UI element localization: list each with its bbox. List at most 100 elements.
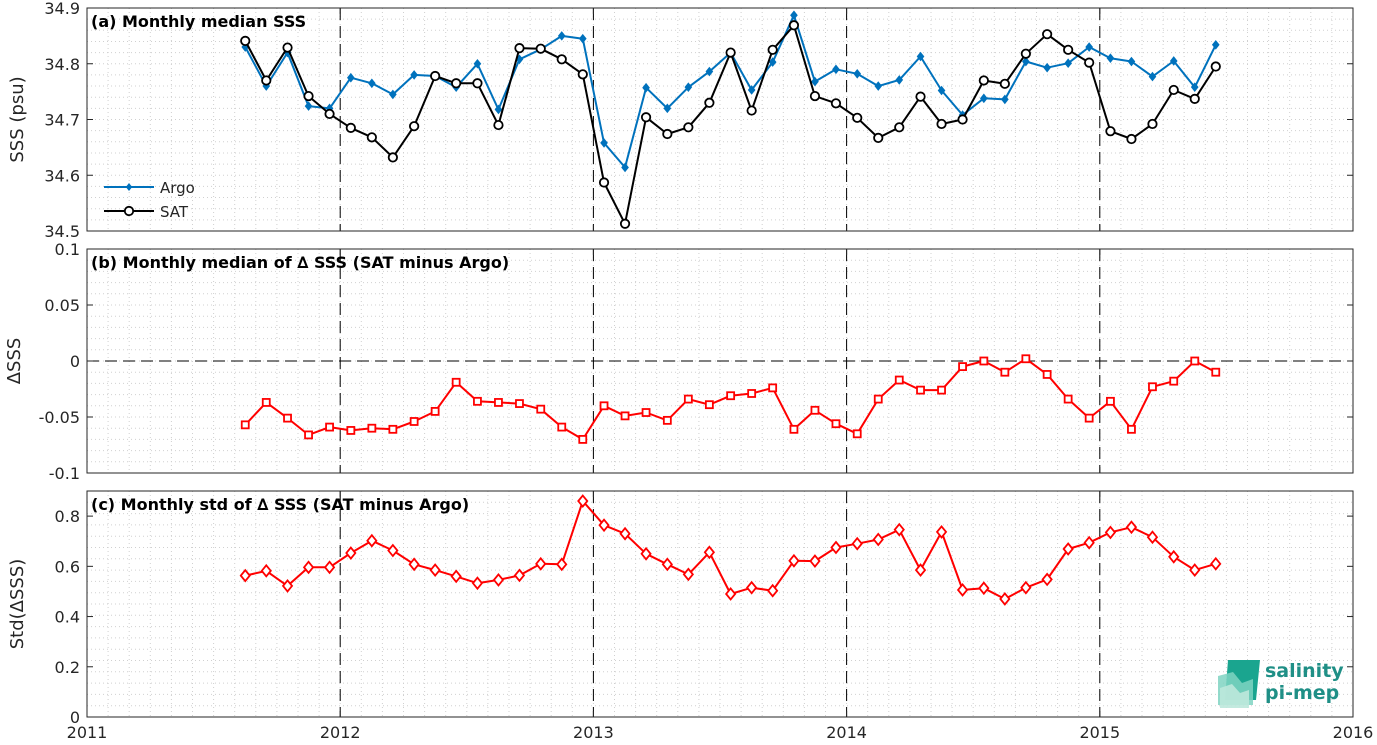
- x-axis: 2011 2012 2013 2014 2015 2016: [67, 491, 1373, 742]
- y-axis-label: ΔSSS: [4, 338, 25, 385]
- data-point: [387, 543, 399, 558]
- data-point: [872, 532, 884, 547]
- data-point: [767, 44, 778, 55]
- panel-a-monthly-median-sss: 34.5 34.6 34.7 34.8 34.9 SSS (psu) (a) Monthly…: [7, 0, 1354, 241]
- data-point: [936, 118, 947, 130]
- data-point: [853, 68, 862, 79]
- data-point: [389, 89, 397, 100]
- data-point: [283, 413, 292, 423]
- data-point: [619, 218, 631, 229]
- data-point: [1104, 525, 1117, 540]
- data-point: [789, 424, 799, 434]
- panel-title: (c) Monthly std of ∆ SSS (SAT minus Argo…: [91, 495, 469, 514]
- data-point: [978, 75, 989, 86]
- y-tick-label: 0.6: [55, 557, 80, 576]
- data-point: [703, 545, 716, 560]
- x-tick-label: 2013: [573, 723, 614, 742]
- data-point: [473, 58, 482, 69]
- grid: [87, 249, 1353, 473]
- data-point: [556, 557, 568, 572]
- data-point: [1106, 396, 1115, 406]
- data-point: [346, 72, 355, 83]
- data-point: [494, 398, 503, 407]
- data-point: [705, 66, 714, 77]
- y-tick-label: 34.8: [44, 55, 80, 74]
- data-point: [408, 557, 420, 572]
- data-point: [874, 81, 883, 91]
- data-point: [661, 557, 673, 572]
- data-point: [557, 422, 567, 432]
- grid: [87, 491, 1353, 717]
- data-point: [1210, 556, 1222, 571]
- data-point: [366, 132, 377, 143]
- y-tick-label: 0: [70, 708, 80, 727]
- data-point: [768, 57, 777, 67]
- data-point: [621, 162, 629, 173]
- data-point: [451, 377, 461, 387]
- data-point: [1127, 424, 1136, 434]
- y-tick-label: 0.4: [55, 608, 80, 627]
- data-point: [261, 75, 272, 86]
- data-point: [746, 105, 757, 116]
- data-point: [809, 90, 821, 102]
- data-point: [556, 54, 567, 65]
- data-point: [914, 563, 927, 578]
- data-point: [831, 419, 841, 429]
- x-tick-label: 2012: [320, 723, 361, 742]
- legend-item-argo: Argo: [104, 179, 195, 197]
- data-point: [261, 398, 271, 407]
- data-point: [1000, 367, 1010, 377]
- data-point: [745, 580, 758, 595]
- data-point: [1020, 48, 1031, 59]
- y-tick-label: 34.9: [44, 0, 80, 18]
- data-point: [599, 401, 609, 411]
- data-point: [640, 546, 652, 561]
- data-point: [1147, 118, 1158, 130]
- data-point: [1169, 376, 1179, 386]
- data-point: [387, 152, 398, 163]
- data-point: [388, 424, 398, 434]
- data-point: [683, 394, 693, 404]
- data-point: [937, 85, 946, 96]
- data-point: [600, 138, 608, 148]
- data-point: [577, 69, 588, 80]
- data-point: [450, 569, 462, 584]
- series-sat: [240, 20, 1221, 229]
- data-point: [557, 31, 566, 41]
- data-point: [472, 78, 483, 89]
- data-point: [957, 114, 968, 125]
- data-point: [641, 408, 651, 417]
- data-point: [642, 82, 650, 93]
- y-tick-label: 0.1: [55, 240, 80, 259]
- data-point: [473, 396, 482, 406]
- data-point: [1168, 549, 1180, 564]
- data-point: [1190, 356, 1200, 366]
- data-point: [894, 122, 905, 133]
- data-point: [1084, 413, 1094, 423]
- data-point: [958, 362, 967, 372]
- data-point: [724, 587, 737, 601]
- panel-c-std-delta-sss: 0 0.2 0.4 0.6 0.8 2011 2012 2013 2014 2015 2016 Std…: [7, 490, 1373, 742]
- data-point: [683, 122, 694, 133]
- data-point: [830, 540, 842, 555]
- y-tick-label: -0.1: [49, 464, 80, 483]
- panel-title: (b) Monthly median of ∆ SSS (SAT minus A…: [91, 253, 509, 272]
- y-tick-label: 0: [70, 352, 80, 371]
- data-point: [619, 526, 631, 541]
- data-point: [346, 426, 356, 435]
- data-point: [304, 101, 313, 111]
- data-point: [1063, 394, 1073, 404]
- data-point: [513, 568, 526, 583]
- data-point: [851, 536, 863, 551]
- data-point: [809, 554, 821, 568]
- data-point: [598, 518, 610, 533]
- y-tick-label: 34.7: [44, 111, 80, 130]
- x-tick-label: 2014: [826, 723, 867, 742]
- data-point: [1148, 382, 1157, 392]
- data-point: [1042, 370, 1052, 379]
- data-point: [1148, 71, 1157, 82]
- data-point: [915, 91, 926, 102]
- data-point: [979, 93, 988, 104]
- data-point: [663, 103, 672, 114]
